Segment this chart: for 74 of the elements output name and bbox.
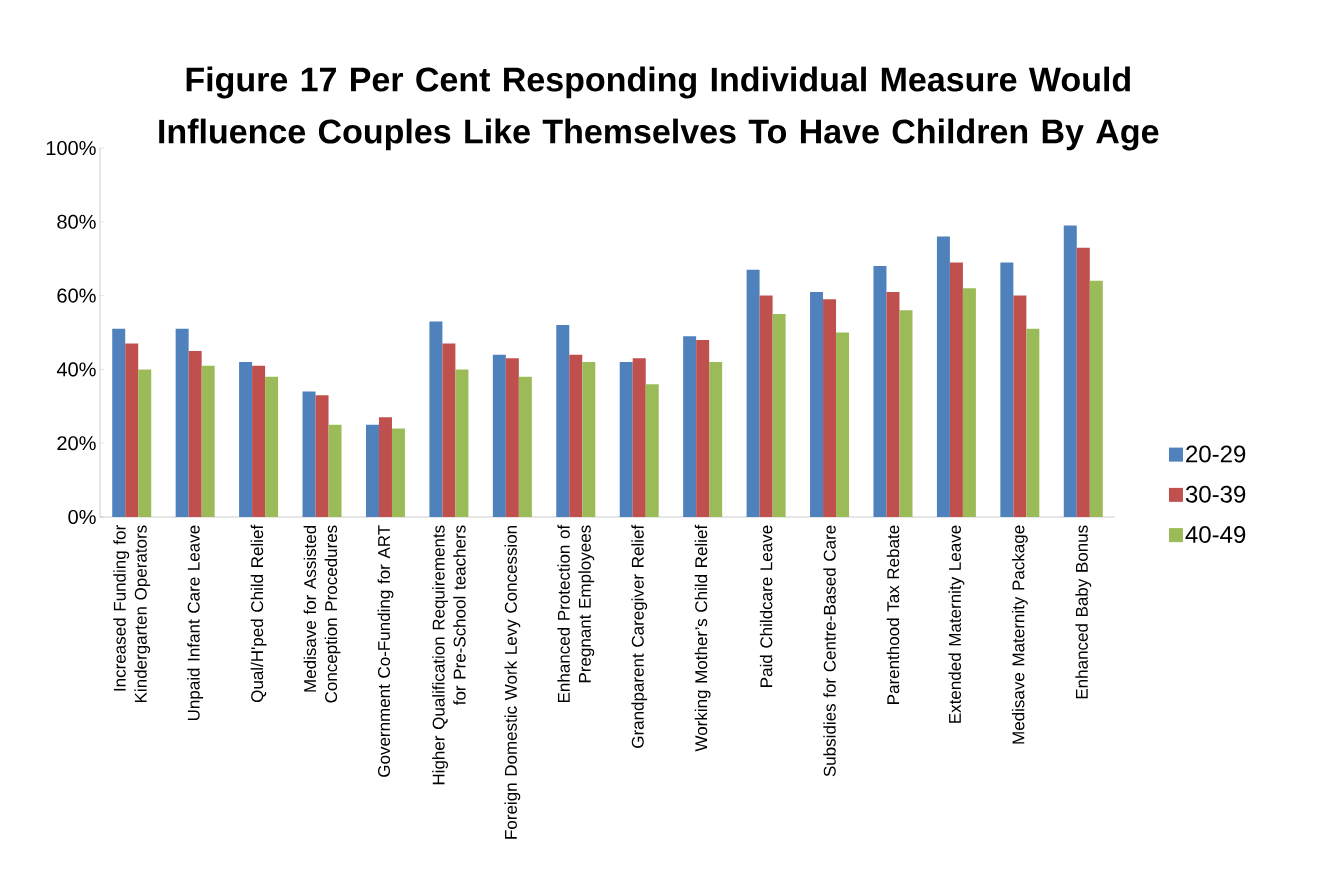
bar [582,362,596,517]
x-tick-label: Unpaid Infant Care Leave [187,525,204,721]
bar [442,343,456,517]
bar [175,328,189,517]
bar [492,354,506,517]
bar [265,376,279,517]
bar [759,295,773,517]
bar [125,343,139,517]
x-tick-label: Paid Childcare Leave [759,525,773,687]
bar [328,424,342,517]
y-tick-label: 0% [68,509,96,525]
x-tick-label: Increased Funding for Kindergarten Operators [113,525,151,703]
legend-label: 30-39 [1185,485,1246,503]
x-tick-label: Parenthood Tax Rebate [886,525,900,704]
bar [569,354,583,517]
bar [201,365,215,517]
x-tick-label: Extended Maternity Leave [948,525,965,723]
x-tick-label: Subsidies for Centre-Based Care [823,525,836,777]
bar [949,262,963,517]
x-tick-label: Government Co-Funding for ART [377,525,394,777]
x-tick-label: Enhanced Baby Bonus [1075,525,1092,699]
bar [619,362,633,517]
bar [315,395,329,517]
bar [378,417,392,517]
bar [899,310,913,517]
bar [746,269,760,517]
x-tick-label: Qual/H'ped Child Relief [250,524,267,703]
bar [936,236,950,517]
x-tick-label: Foreign Domestic Work Levy Concession [504,525,521,839]
bar [823,299,837,517]
bar [683,336,697,517]
bar [962,288,976,517]
legend-label: 20-29 [1186,445,1246,463]
bar [391,428,405,517]
bar [112,328,126,517]
bar [772,314,786,517]
x-tick-label: Enhanced Protection of Pregnant Employees [557,524,595,703]
bar [505,358,519,517]
y-tick-label: 100% [46,140,96,156]
bar [138,369,152,517]
bar [455,369,469,517]
bar [188,350,202,517]
legend-label: 40-49 [1185,526,1246,543]
bar [518,376,532,517]
bar [252,365,266,517]
bar [645,384,659,517]
bar [1089,280,1103,517]
bar [556,325,570,517]
x-tick-label: Grandparent Caregiver Relief [631,524,648,748]
y-tick-label: 80% [57,214,96,229]
y-tick-label: 40% [56,362,96,377]
bar [696,339,710,517]
bar [302,391,316,517]
bar [429,321,443,517]
bar [886,291,900,517]
y-tick-label: 20% [57,436,96,451]
bar [1063,225,1077,517]
bar [873,266,887,517]
y-tick-label: 60% [57,288,96,303]
bar [836,332,850,517]
bar [365,424,379,517]
bar [1026,328,1040,517]
x-tick-label: Higher Qualification Requirements for Pre-School teachers [432,525,466,785]
bar [1000,262,1014,517]
x-tick-label: Working Mother’s Child Relief [694,524,711,752]
x-tick-label: Medisave for Assisted Conception Procedures [303,525,341,703]
bar [1076,247,1090,517]
bar [709,362,723,517]
bar [632,358,646,517]
bar [810,291,824,517]
bar [239,362,253,517]
x-tick-label: Medisave Maternity Package [1011,525,1028,744]
bar [1013,295,1027,517]
chart-title: Figure 17 Per Cent Responding Individual Measure Would Influence Couples Like Themselves To Have Children By Age [159,66,1159,151]
